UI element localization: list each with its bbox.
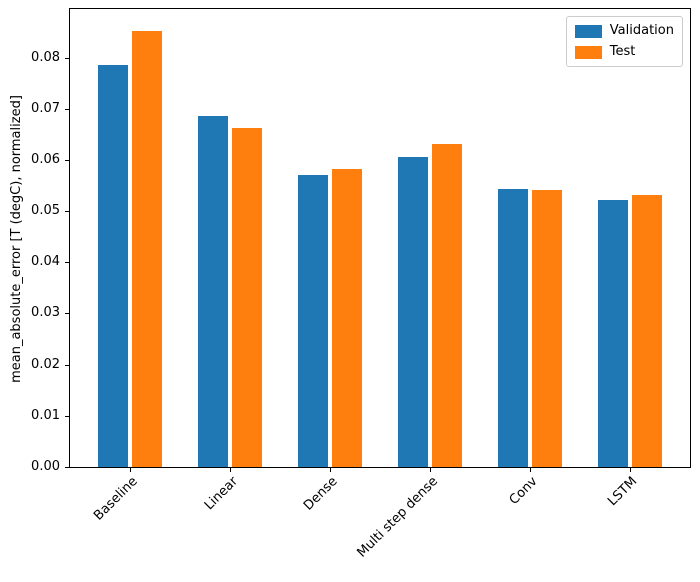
x-tick-label-dense: Dense (300, 474, 341, 514)
legend-swatch-test (574, 45, 602, 59)
bar-test-conv (532, 190, 562, 467)
bar-validation-dense (298, 175, 328, 467)
legend-label: Validation (609, 23, 674, 38)
bars-layer (70, 9, 690, 467)
bar-test-baseline (132, 31, 162, 467)
legend: Validation Test (565, 16, 683, 67)
x-tick-mark (230, 468, 231, 472)
y-tick-label: 0.08 (31, 49, 60, 65)
y-tick-label: 0.03 (31, 305, 60, 321)
y-tick-mark (65, 57, 69, 59)
y-tick-label: 0.02 (31, 356, 60, 372)
legend-item-validation: Validation (574, 23, 674, 39)
x-tick-mark (130, 468, 131, 472)
y-tick-label: 0.05 (31, 203, 60, 219)
bar-validation-lstm (598, 200, 628, 467)
y-tick-label: 0.00 (31, 459, 60, 474)
y-tick-mark (65, 108, 69, 110)
x-tick-label-baseline: Baseline (91, 474, 141, 524)
y-tick-mark (65, 262, 69, 264)
y-tick-label: 0.04 (31, 254, 60, 270)
y-tick-mark (65, 415, 69, 417)
y-tick-mark (65, 211, 69, 213)
bar-test-multi-step-dense (432, 143, 462, 467)
y-tick-mark (65, 159, 69, 161)
bar-validation-baseline (98, 65, 128, 467)
x-tick-label-multi-step-dense: Multi step dense (354, 474, 441, 561)
bar-validation-linear (198, 116, 228, 467)
x-tick-label-conv: Conv (506, 474, 541, 508)
x-tick-mark (630, 468, 631, 472)
y-tick-mark (65, 467, 69, 468)
bar-test-linear (232, 128, 262, 467)
y-tick-label: 0.01 (31, 407, 60, 423)
x-tick-label-linear: Linear (201, 474, 241, 514)
bar-test-dense (332, 169, 362, 467)
y-tick-mark (65, 313, 69, 315)
x-tick-mark (330, 468, 331, 472)
legend-item-test: Test (574, 44, 674, 60)
plot-area: Validation Test (69, 8, 691, 468)
bar-validation-multi-step-dense (398, 157, 428, 467)
y-tick-label: 0.06 (31, 151, 60, 167)
bar-test-lstm (632, 195, 662, 467)
x-tick-mark (430, 468, 431, 472)
y-axis-label: mean_absolute_error [T (degC), normalize… (9, 95, 24, 383)
x-tick-mark (530, 468, 531, 472)
y-tick-mark (65, 364, 69, 366)
bar-validation-conv (498, 189, 528, 467)
legend-swatch-validation (574, 24, 602, 38)
x-tick-label-lstm: LSTM (605, 474, 641, 510)
legend-label: Test (609, 44, 636, 59)
y-tick-label: 0.07 (31, 100, 60, 116)
